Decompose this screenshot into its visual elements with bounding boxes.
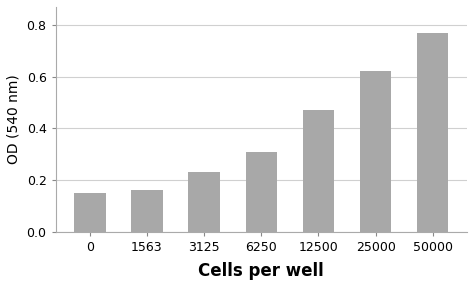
X-axis label: Cells per well: Cells per well xyxy=(199,262,324,280)
Y-axis label: OD (540 nm): OD (540 nm) xyxy=(7,74,21,164)
Bar xyxy=(74,193,106,232)
Bar xyxy=(131,190,163,232)
Bar xyxy=(360,71,392,232)
Bar xyxy=(189,172,220,232)
Bar xyxy=(417,33,448,232)
Bar xyxy=(246,152,277,232)
Bar xyxy=(303,110,334,232)
